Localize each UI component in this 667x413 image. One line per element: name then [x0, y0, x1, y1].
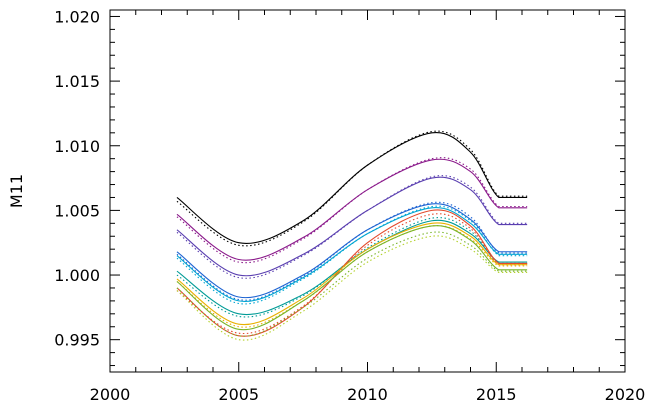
x-tick-label: 2020	[605, 385, 646, 404]
series-line-5	[176, 175, 528, 279]
y-tick-label: 1.000	[54, 266, 100, 285]
x-tick-label: 2015	[476, 385, 517, 404]
y-tick-label: 1.020	[54, 7, 100, 26]
series-line-6	[176, 203, 528, 299]
series-line-12	[176, 209, 528, 337]
series-line-13	[176, 213, 528, 334]
series-line-15	[176, 225, 528, 328]
series-layer	[176, 130, 528, 341]
x-tick-label: 2000	[90, 385, 131, 404]
x-tick-label: 2010	[347, 385, 388, 404]
series-line-11	[176, 217, 528, 318]
series-line-18	[176, 235, 528, 341]
y-tick-label: 1.010	[54, 137, 100, 156]
series-line-14	[176, 222, 528, 326]
series-line-3	[176, 157, 528, 264]
plot-frame	[109, 9, 626, 373]
y-tick-label: 0.995	[54, 331, 100, 350]
series-line-8	[176, 207, 528, 302]
series-line-7	[176, 201, 528, 301]
y-axis-label: M11	[7, 174, 26, 208]
ticks-layer	[109, 10, 626, 372]
series-line-10	[176, 219, 528, 316]
series-line-9	[176, 205, 528, 305]
x-tick-label: 2005	[218, 385, 259, 404]
y-tick-label: 1.015	[54, 72, 100, 91]
series-line-16	[176, 225, 528, 331]
tick-labels-layer: 2000 2005 2010 2015 2020 0.995 1.000 1.005 1.010…	[54, 7, 645, 404]
y-tick-label: 1.005	[54, 201, 100, 220]
series-line-1	[176, 130, 528, 247]
series-line-2	[176, 158, 528, 261]
